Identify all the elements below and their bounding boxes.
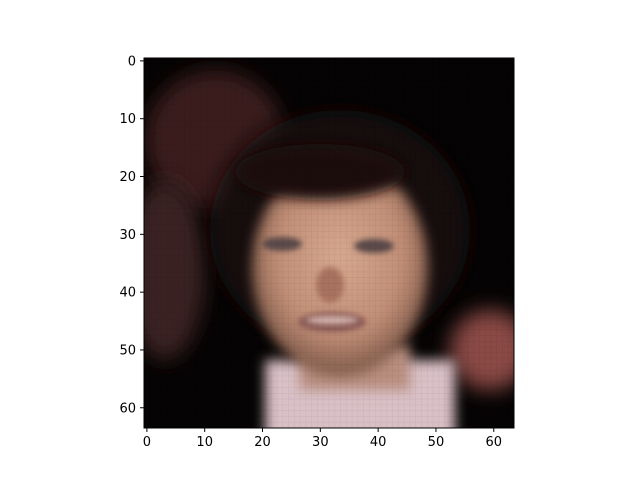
x-tick-label: 40: [370, 435, 387, 450]
x-tick-label: 20: [254, 435, 271, 450]
y-axis: 0 10 20 30 40 50 60: [119, 54, 144, 416]
y-tick-label: 0: [128, 54, 136, 69]
x-tick-label: 50: [428, 435, 445, 450]
face-image: [144, 58, 514, 428]
x-axis: 0 10 20 30 40 50 60: [143, 428, 502, 450]
y-tick-label: 50: [119, 343, 136, 358]
x-tick-label: 30: [312, 435, 329, 450]
axes-frame: [143, 57, 515, 429]
y-tick-label: 60: [119, 401, 136, 416]
x-tick-label: 60: [485, 435, 502, 450]
y-tick-label: 20: [119, 170, 136, 185]
y-tick-label: 10: [119, 112, 136, 127]
pixel-grid: [144, 58, 514, 428]
x-tick-label: 0: [143, 435, 151, 450]
y-tick-label: 30: [119, 228, 136, 243]
y-tick-label: 40: [119, 286, 136, 301]
x-tick-label: 10: [196, 435, 213, 450]
